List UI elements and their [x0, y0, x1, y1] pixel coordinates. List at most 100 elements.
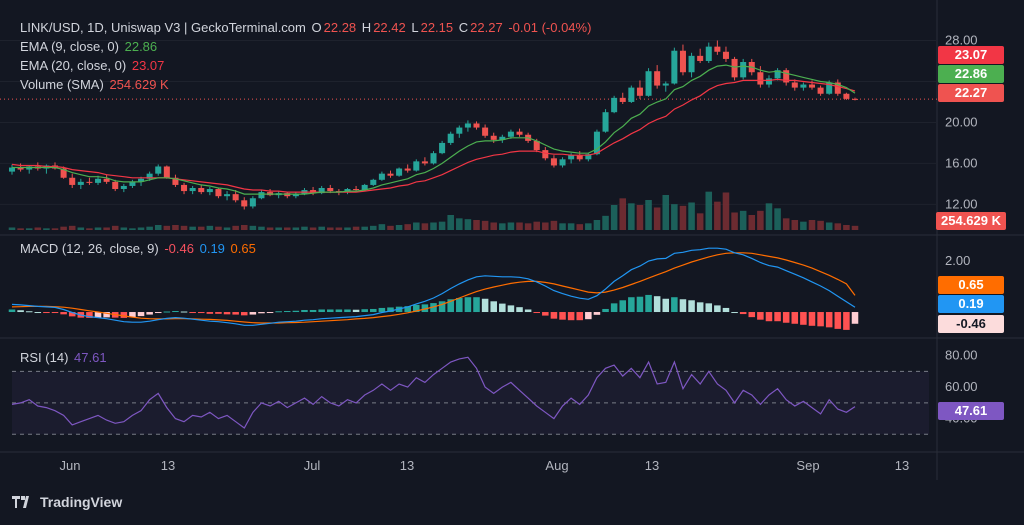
volume-bar — [137, 227, 145, 230]
candle-body — [800, 84, 807, 88]
volume-bar — [103, 227, 110, 230]
macd-histogram-bar — [361, 309, 368, 313]
rsi-label: RSI (14) — [20, 350, 69, 365]
candle-body — [654, 71, 661, 86]
volume-bar — [258, 226, 265, 230]
volume-bar — [757, 210, 764, 230]
volume-bar — [232, 225, 239, 230]
volume-bar — [714, 201, 721, 230]
volume-bar — [438, 221, 446, 230]
macd-histogram-bar — [567, 312, 575, 321]
macd-histogram-bar — [120, 312, 128, 318]
tradingview-logo[interactable]: TradingView — [12, 494, 122, 510]
macd-legend[interactable]: MACD (12, 26, close, 9) -0.46 0.19 0.65 — [20, 241, 258, 256]
macd-histogram-bar — [516, 307, 523, 313]
macd-histogram-bar — [283, 311, 291, 313]
ema20-legend[interactable]: EMA (20, close, 0) 23.07 — [20, 58, 166, 73]
volume-bar — [129, 228, 136, 230]
symbol-title[interactable]: LINK/USD, 1D, Uniswap V3 | GeckoTerminal… — [20, 20, 306, 35]
macd-label: MACD (12, 26, close, 9) — [20, 241, 159, 256]
volume-bar — [567, 223, 575, 230]
open-value: 22.28 — [323, 20, 357, 35]
time-tick-label: Sep — [796, 458, 819, 473]
candle-body — [95, 178, 102, 183]
volume-bar — [25, 228, 33, 230]
grid-lines — [0, 0, 1024, 480]
volume-bar — [731, 212, 738, 230]
macd-histogram-bar — [206, 312, 214, 314]
volume-bar — [499, 223, 506, 230]
candle-body — [808, 84, 816, 88]
rsi-legend[interactable]: RSI (14) 47.61 — [20, 350, 109, 365]
macd-histogram-bar — [507, 305, 515, 313]
macd-histogram-bar — [636, 296, 644, 313]
candle-body — [688, 55, 695, 73]
volume-bar — [800, 221, 807, 230]
volume-bar — [507, 222, 515, 230]
macd-histogram-bar — [68, 312, 76, 317]
volume-bar — [318, 226, 325, 230]
macd-histogram-bar — [318, 309, 325, 313]
volume-bar — [696, 213, 704, 230]
macd-histogram-bar — [628, 297, 635, 313]
volume-bar — [430, 222, 437, 230]
volume-bar — [34, 227, 42, 230]
volume-bar — [240, 225, 248, 230]
macd-histogram-bar — [602, 308, 609, 313]
macd-histogram-bar — [834, 312, 842, 329]
macd-histogram-bar — [163, 311, 171, 313]
volume-bar — [361, 226, 368, 230]
volume-bar — [223, 227, 231, 230]
candle-body — [645, 71, 652, 96]
volume-bar — [172, 225, 179, 230]
candle-body — [327, 188, 334, 192]
volume-bar — [559, 223, 566, 230]
candle-body — [507, 131, 514, 137]
volume-bar — [180, 225, 188, 230]
time-tick-label: Aug — [545, 458, 568, 473]
rsi-value: 47.61 — [74, 350, 107, 365]
candle-body — [662, 83, 669, 86]
volume-bar — [154, 225, 162, 230]
ema9-legend[interactable]: EMA (9, close, 0) 22.86 — [20, 39, 159, 54]
macd-histogram-bar — [378, 307, 386, 313]
volume-bar — [86, 228, 93, 230]
time-tick-label: Jul — [304, 458, 321, 473]
candle-body — [17, 167, 24, 170]
ema9-value: 22.86 — [124, 39, 158, 54]
volume-bar — [8, 227, 16, 230]
close-label: C — [458, 20, 469, 35]
volume-bar — [817, 220, 824, 230]
volume-bar — [619, 198, 627, 230]
macd-hist-value: -0.46 — [164, 241, 194, 256]
rsi-tick-label: 80.00 — [945, 348, 978, 363]
ema9-price-tag: 22.86 — [938, 65, 1004, 83]
candle-body — [163, 166, 170, 178]
volume-bar — [473, 220, 480, 230]
macd-pane — [8, 247, 859, 330]
macd-histogram-bar — [240, 312, 248, 316]
macd-histogram-bar — [585, 312, 592, 320]
candle-body — [198, 188, 205, 193]
volume-value: 254.629 K — [109, 77, 169, 92]
time-tick-label: 13 — [645, 458, 659, 473]
volume-bar — [662, 195, 670, 230]
macd-histogram-bar — [542, 312, 549, 316]
candle-body — [783, 70, 790, 83]
volume-bar — [421, 223, 429, 230]
candle-body — [619, 97, 626, 102]
candle-body — [499, 136, 506, 140]
candle-body — [447, 133, 454, 143]
volume-bar — [189, 226, 196, 230]
volume-bar — [825, 222, 833, 230]
volume-legend[interactable]: Volume (SMA) 254.629 K — [20, 77, 171, 92]
candle-body — [86, 181, 93, 183]
time-tick-label: 13 — [161, 458, 175, 473]
candles[interactable] — [8, 40, 859, 210]
macd-histogram-bar — [653, 296, 661, 313]
volume-bar — [791, 220, 799, 230]
tradingview-logo-text: TradingView — [40, 494, 123, 510]
axes: 28.0020.0016.0012.002.0080.0060.0040.00J… — [60, 32, 978, 473]
volume-bar — [679, 205, 687, 230]
macd-histogram-bar — [8, 309, 16, 313]
